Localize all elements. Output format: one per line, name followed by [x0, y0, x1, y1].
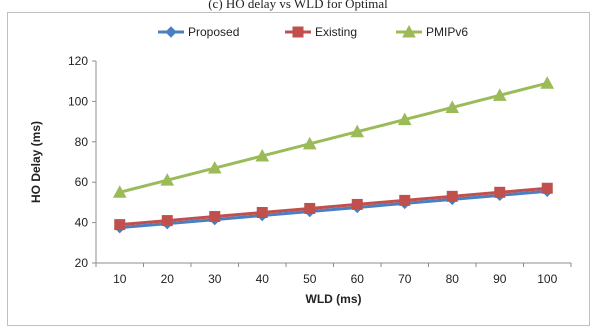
existing-point: [161, 215, 173, 227]
existing-point: [209, 211, 221, 223]
pmipv6-point: [492, 88, 507, 101]
pmipv6-point: [255, 148, 270, 162]
legend-item-proposed: Proposed: [158, 25, 239, 39]
chart-frame: Proposed Existing PMIPv6 20 40 60 80 100 120 10…: [7, 12, 590, 326]
existing-point: [304, 202, 316, 214]
x-tick-label: 70: [398, 272, 412, 286]
pmipv6-point: [540, 76, 555, 89]
x-tick-label: 50: [303, 272, 317, 286]
existing-point: [494, 186, 506, 198]
legend-item-pmipv6: PMIPv6: [396, 24, 468, 39]
x-tick-label: 90: [493, 272, 507, 286]
pmipv6-point: [112, 185, 127, 198]
legend-label: PMIPv6: [426, 25, 468, 39]
pmipv6-line: [119, 81, 548, 194]
y-tick-label: 100: [68, 94, 88, 108]
y-axis-title: HO Delay (ms): [29, 121, 43, 203]
y-tick-label: 20: [75, 256, 89, 270]
x-tick-label: 100: [537, 272, 557, 286]
y-tick-label: 40: [75, 216, 89, 230]
existing-point: [256, 207, 268, 218]
chart-caption: (c) HO delay vs WLD for Optimal: [208, 0, 388, 11]
existing-line: [119, 186, 548, 227]
x-axis-title: WLD (ms): [306, 292, 362, 306]
existing-point: [446, 190, 458, 202]
proposed-line: [119, 189, 548, 230]
series-pmipv6: [112, 76, 555, 198]
existing-point: [114, 219, 126, 231]
pmipv6-point: [445, 100, 460, 113]
y-tick-label: 120: [68, 54, 88, 68]
x-tick-label: 60: [351, 272, 365, 286]
x-axis: 10 20 30 40 50 60 70 80 90 100: [95, 262, 572, 286]
legend-marker: [402, 24, 416, 38]
y-axis: 20 40 60 80 100 120: [68, 54, 97, 270]
legend-label: Proposed: [188, 25, 239, 39]
legend-label: Existing: [315, 25, 357, 39]
pmipv6-point: [397, 112, 412, 126]
legend-marker: [165, 26, 177, 38]
series-existing: [114, 182, 553, 231]
y-tick-label: 60: [75, 175, 89, 189]
pmipv6-point: [302, 136, 317, 150]
x-tick-label: 40: [256, 272, 270, 286]
y-tick-label: 80: [75, 135, 89, 149]
series-layer: [112, 76, 555, 234]
x-tick-label: 30: [208, 272, 222, 286]
x-tick-label: 20: [161, 272, 175, 286]
legend-marker: [292, 26, 304, 38]
legend-item-existing: Existing: [285, 25, 357, 39]
legend: Proposed Existing PMIPv6: [158, 24, 468, 39]
pmipv6-point: [207, 161, 222, 174]
existing-point: [351, 198, 363, 210]
x-tick-label: 10: [113, 272, 127, 286]
pmipv6-point: [350, 124, 365, 138]
existing-point: [399, 194, 411, 206]
line-chart: Proposed Existing PMIPv6 20 40 60 80 100 120 10…: [29, 24, 572, 306]
x-tick-label: 80: [446, 272, 460, 286]
pmipv6-point: [160, 173, 175, 186]
existing-point: [541, 182, 553, 194]
